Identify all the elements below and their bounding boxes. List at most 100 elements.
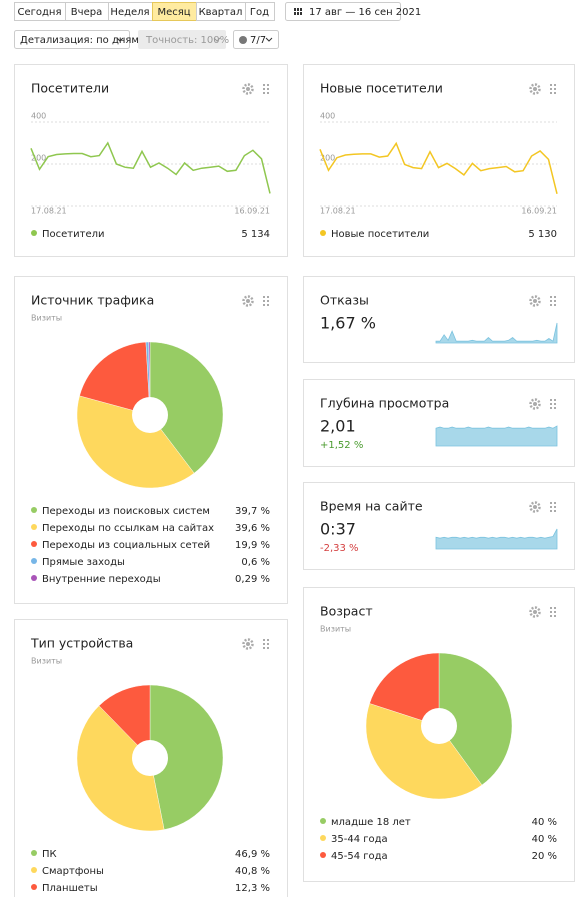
gear <box>529 501 541 513</box>
drag-handle[interactable] <box>550 399 552 401</box>
drag-handle[interactable] <box>550 407 552 409</box>
drag-handle[interactable] <box>554 296 556 298</box>
drag-handle[interactable] <box>267 639 269 641</box>
drag-handle[interactable] <box>267 88 269 90</box>
drag-handle[interactable] <box>550 502 552 504</box>
gear <box>529 606 541 618</box>
widget-frame <box>303 379 575 467</box>
pie-slice <box>149 684 224 830</box>
drag-handle[interactable] <box>263 300 265 302</box>
drag-handle[interactable] <box>263 92 265 94</box>
gear-hub <box>533 299 537 303</box>
legend-label: ПК <box>42 849 57 860</box>
drag-handle[interactable] <box>550 84 552 86</box>
drag-handle[interactable] <box>554 502 556 504</box>
drag-handle[interactable] <box>554 403 556 405</box>
calendar-icon <box>297 8 299 11</box>
button-label: Квартал <box>199 7 243 18</box>
period-button[interactable]: Неделя <box>108 2 153 21</box>
drag-handle[interactable] <box>263 84 265 86</box>
gear <box>242 295 254 307</box>
drag-handle[interactable] <box>550 92 552 94</box>
legend-dot <box>320 835 326 841</box>
settings-icon[interactable] <box>242 295 254 307</box>
gear <box>529 398 541 410</box>
detail-label: Детализация: по дням <box>20 35 139 46</box>
drag-handle[interactable] <box>554 607 556 609</box>
legend-label: Новые посетители <box>331 229 429 240</box>
settings-icon[interactable] <box>529 398 541 410</box>
drag-handle[interactable] <box>550 510 552 512</box>
drag-handle[interactable] <box>267 300 269 302</box>
legend-dot <box>320 852 326 858</box>
legend-label: 45-54 года <box>331 851 388 862</box>
legend-label: 35-44 года <box>331 834 388 845</box>
drag-handle[interactable] <box>550 296 552 298</box>
drag-handle[interactable] <box>554 304 556 306</box>
drag-handle[interactable] <box>263 647 265 649</box>
settings-icon[interactable] <box>529 83 541 95</box>
x-tick-label: 17.08.21 <box>320 207 356 216</box>
drag-handle[interactable] <box>554 611 556 613</box>
drag-handle[interactable] <box>263 296 265 298</box>
button-label: Сегодня <box>18 7 62 18</box>
widget-title: Новые посетители <box>320 81 443 96</box>
drag-handle[interactable] <box>550 300 552 302</box>
drag-handle[interactable] <box>550 615 552 617</box>
gear-hub <box>246 642 250 646</box>
drag-handle[interactable] <box>550 607 552 609</box>
drag-handle[interactable] <box>554 92 556 94</box>
drag-handle[interactable] <box>550 611 552 613</box>
legend-total: 5 130 <box>528 229 557 240</box>
button-label: Неделя <box>110 7 149 18</box>
drag-handle[interactable] <box>554 506 556 508</box>
detail-button[interactable]: Детализация: по дням <box>14 30 139 49</box>
drag-handle[interactable] <box>267 84 269 86</box>
period-button[interactable]: Сегодня <box>14 2 66 21</box>
widget-title: Источник трафика <box>31 293 154 308</box>
settings-icon[interactable] <box>242 83 254 95</box>
pie-slice <box>369 652 440 727</box>
period-button[interactable]: Вчера <box>65 2 109 21</box>
legend-label: Планшеты <box>42 883 98 894</box>
drag-handle[interactable] <box>550 506 552 508</box>
settings-icon[interactable] <box>242 638 254 650</box>
x-tick-label: 17.08.21 <box>31 207 67 216</box>
legend-dot <box>31 541 37 547</box>
drag-handle[interactable] <box>550 304 552 306</box>
drag-handle[interactable] <box>550 403 552 405</box>
drag-handle[interactable] <box>554 407 556 409</box>
gear <box>529 295 541 307</box>
legend-dot <box>31 867 37 873</box>
widget-time: Время на сайте 0:37 -2,33 % <box>303 482 575 570</box>
pie-slice <box>148 341 151 416</box>
period-button[interactable]: Квартал <box>196 2 246 21</box>
drag-handle[interactable] <box>267 92 269 94</box>
pie-slice <box>149 341 224 474</box>
period-button[interactable]: Год <box>245 2 275 21</box>
drag-handle[interactable] <box>267 643 269 645</box>
drag-handle[interactable] <box>263 88 265 90</box>
legend-dot <box>320 818 326 824</box>
settings-icon[interactable] <box>529 606 541 618</box>
date-button[interactable]: 17 авг — 16 сен 2021 <box>285 2 422 21</box>
drag-handle[interactable] <box>263 643 265 645</box>
period-button[interactable]: Месяц <box>152 2 197 21</box>
drag-handle[interactable] <box>263 639 265 641</box>
calendar-icon <box>300 12 302 15</box>
drag-handle[interactable] <box>554 510 556 512</box>
drag-handle[interactable] <box>267 304 269 306</box>
drag-handle[interactable] <box>554 88 556 90</box>
drag-handle[interactable] <box>554 399 556 401</box>
settings-icon[interactable] <box>529 295 541 307</box>
drag-handle[interactable] <box>263 304 265 306</box>
drag-handle[interactable] <box>554 300 556 302</box>
drag-handle[interactable] <box>554 615 556 617</box>
drag-handle[interactable] <box>267 647 269 649</box>
drag-handle[interactable] <box>550 88 552 90</box>
settings-icon[interactable] <box>529 501 541 513</box>
segment-button[interactable]: 7/7 <box>233 30 279 49</box>
legend-value: 39,7 % <box>235 506 270 517</box>
drag-handle[interactable] <box>554 84 556 86</box>
drag-handle[interactable] <box>267 296 269 298</box>
